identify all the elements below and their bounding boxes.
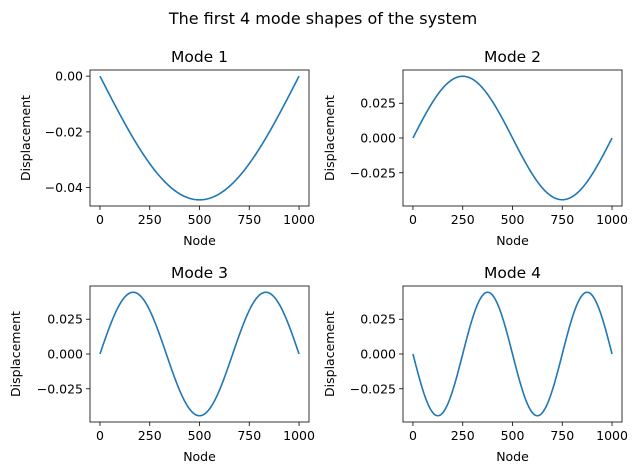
subplot-title: Mode 4	[484, 264, 541, 282]
subplot-mode-1: Mode 1 0 250 500 750 1000 0.00 −0.02 −0.04 Node Di…	[18, 48, 315, 248]
series-line-mode-3	[99, 291, 300, 417]
x-tick-label: 0	[409, 428, 417, 443]
y-tick-label: −0.02	[45, 124, 83, 139]
x-tick-label: 750	[237, 212, 261, 227]
y-tick-label: 0.000	[360, 347, 396, 362]
subplot-mode-2: Mode 2 0 250 500 750 1000 0.025 0.000 −0.025 Node…	[322, 48, 628, 248]
x-tick-label: 250	[138, 212, 162, 227]
y-axis-label: Displacement	[8, 311, 23, 397]
subplot-mode-3: Mode 3 0 250 500 750 1000 0.025 0.000 −0.025 Node…	[8, 264, 315, 464]
x-tick-label: 1000	[283, 212, 315, 227]
subplots-grid: Mode 1 0 250 500 750 1000 0.00 −0.02 −0.04 Node Di…	[8, 48, 628, 464]
y-tick-label: −0.025	[37, 381, 83, 396]
y-tick-label: 0.025	[360, 312, 396, 327]
y-tick-label: −0.025	[350, 165, 396, 180]
series-line-mode-2	[412, 75, 613, 201]
x-tick-label: 750	[237, 428, 261, 443]
x-tick-label: 500	[501, 212, 525, 227]
axes-frame	[89, 285, 310, 423]
x-axis-label: Node	[496, 449, 529, 464]
y-tick-label: −0.025	[350, 381, 396, 396]
y-tick-label: 0.000	[360, 131, 396, 146]
x-tick-label: 500	[188, 428, 212, 443]
y-axis-label: Displacement	[322, 95, 337, 181]
x-tick-label: 1000	[283, 428, 315, 443]
x-axis-label: Node	[183, 233, 216, 248]
x-tick-label: 750	[550, 428, 574, 443]
y-axis-label: Displacement	[322, 311, 337, 397]
x-tick-label: 1000	[596, 428, 628, 443]
y-axis-label: Displacement	[18, 95, 33, 181]
series-line-mode-4	[412, 291, 613, 417]
y-tick-label: 0.000	[47, 347, 83, 362]
x-axis-label: Node	[496, 233, 529, 248]
x-tick-label: 250	[138, 428, 162, 443]
y-tick-label: 0.00	[55, 69, 83, 84]
subplot-title: Mode 1	[171, 48, 228, 66]
x-tick-label: 0	[409, 212, 417, 227]
y-tick-label: 0.025	[47, 312, 83, 327]
x-tick-label: 250	[451, 212, 475, 227]
subplot-mode-4: Mode 4 0 250 500 750 1000 0.025 0.000 −0.025 Node…	[322, 264, 628, 464]
x-tick-label: 250	[451, 428, 475, 443]
x-tick-label: 500	[188, 212, 212, 227]
x-tick-label: 750	[550, 212, 574, 227]
x-tick-label: 1000	[596, 212, 628, 227]
x-tick-label: 0	[96, 428, 104, 443]
subplot-title: Mode 2	[484, 48, 541, 66]
figure-suptitle: The first 4 mode shapes of the system	[168, 9, 477, 28]
y-tick-label: −0.04	[45, 180, 83, 195]
x-tick-label: 500	[501, 428, 525, 443]
axes-frame	[89, 69, 310, 207]
x-axis-label: Node	[183, 449, 216, 464]
y-tick-label: 0.025	[360, 96, 396, 111]
subplot-title: Mode 3	[171, 264, 228, 282]
x-tick-label: 0	[96, 212, 104, 227]
series-line-mode-1	[99, 75, 300, 201]
